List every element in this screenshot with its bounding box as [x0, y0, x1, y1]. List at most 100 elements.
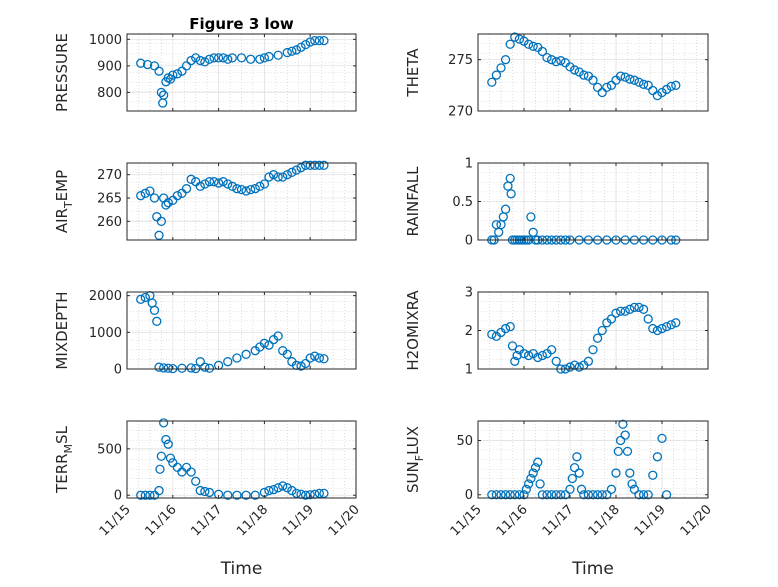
data-point	[618, 419, 628, 429]
subplot-1: 800 900 1000 PRESSURE Figure 3 low	[53, 15, 357, 112]
x-tick-label: 11/17	[188, 502, 225, 539]
data-point	[314, 160, 325, 170]
data-point	[291, 45, 302, 55]
data-point	[314, 488, 325, 499]
data-point	[579, 490, 589, 500]
data-point	[232, 353, 242, 363]
data-point	[634, 490, 644, 500]
data-point	[496, 63, 506, 73]
data-point	[156, 451, 167, 461]
data-point	[638, 304, 649, 314]
x-tick-label: 11/19	[632, 502, 669, 539]
data-point	[273, 483, 283, 493]
data-point	[291, 488, 302, 499]
data-point	[319, 160, 329, 170]
x-tick-label: 11/15	[97, 502, 134, 539]
data-point	[583, 356, 594, 366]
data-point	[195, 181, 205, 191]
data-point	[287, 46, 297, 56]
data-point	[602, 490, 612, 500]
subplot-8: 0 50 11/15 11/16 11/17 11/18 11/19 11/20 SUNFLUX…	[404, 419, 715, 579]
data-point	[136, 191, 146, 201]
data-point	[200, 362, 210, 372]
data-point	[259, 338, 270, 348]
data-point	[259, 179, 270, 189]
data-point	[223, 490, 233, 500]
data-point	[250, 184, 260, 194]
data-point	[542, 52, 552, 63]
data-point	[533, 352, 543, 363]
data-point	[319, 35, 329, 46]
data-point	[204, 363, 215, 373]
data-point	[195, 485, 205, 496]
data-point	[310, 160, 320, 170]
data-point	[246, 54, 256, 64]
data-point	[172, 462, 183, 473]
y-tick-label: 800	[97, 86, 122, 101]
data-point	[236, 184, 247, 195]
data-point	[300, 160, 311, 170]
data-point	[177, 363, 187, 373]
data-point	[282, 170, 292, 180]
data-point	[592, 333, 603, 343]
data-point	[259, 53, 270, 63]
y-tick-label: 1	[465, 363, 473, 378]
data-point	[250, 490, 260, 500]
data-point	[500, 323, 511, 334]
data-point	[149, 61, 160, 71]
data-point	[268, 485, 279, 495]
data-point	[500, 490, 511, 500]
data-point	[305, 37, 315, 47]
data-point	[588, 490, 598, 500]
data-point	[537, 490, 548, 500]
data-point	[149, 193, 160, 203]
data-point	[140, 292, 150, 303]
data-point	[487, 490, 497, 500]
data-point	[505, 321, 515, 332]
data-point	[606, 80, 617, 90]
data-point	[181, 462, 192, 473]
data-point	[268, 170, 279, 180]
data-point	[569, 65, 580, 75]
data-point	[625, 304, 635, 314]
data-point	[227, 181, 237, 191]
data-point	[523, 479, 534, 489]
axes-box	[126, 291, 357, 370]
data-point	[241, 349, 251, 359]
y-tick-label: 0	[465, 234, 473, 249]
data-point	[200, 486, 210, 497]
data-point	[255, 54, 265, 64]
data-point	[181, 61, 192, 71]
data-point	[296, 361, 306, 371]
data-point	[574, 468, 584, 478]
data-point	[629, 302, 640, 313]
data-point	[625, 468, 635, 478]
data-point	[505, 39, 515, 49]
data-point	[510, 490, 520, 500]
data-point	[310, 351, 320, 361]
data-point	[168, 70, 178, 80]
data-point	[223, 179, 233, 189]
data-point	[546, 490, 557, 500]
data-point	[620, 430, 630, 440]
data-point	[606, 314, 617, 324]
data-point	[154, 230, 164, 240]
data-point	[506, 189, 516, 199]
data-point	[510, 32, 520, 42]
data-point	[592, 82, 603, 93]
data-point	[232, 490, 242, 500]
data-point	[560, 490, 571, 500]
data-point	[136, 58, 146, 68]
data-point	[264, 340, 274, 350]
axes-box	[477, 33, 709, 112]
data-point	[496, 490, 506, 500]
y-tick-label: 50	[456, 434, 473, 449]
data-point	[661, 84, 672, 95]
data-point	[161, 200, 171, 210]
data-point	[273, 331, 283, 341]
data-point	[574, 362, 584, 372]
subplot-5: 0 1000 2000 MIXDEPTH	[53, 289, 357, 378]
data-point	[565, 484, 575, 494]
data-point	[149, 305, 160, 315]
data-point	[145, 490, 155, 500]
